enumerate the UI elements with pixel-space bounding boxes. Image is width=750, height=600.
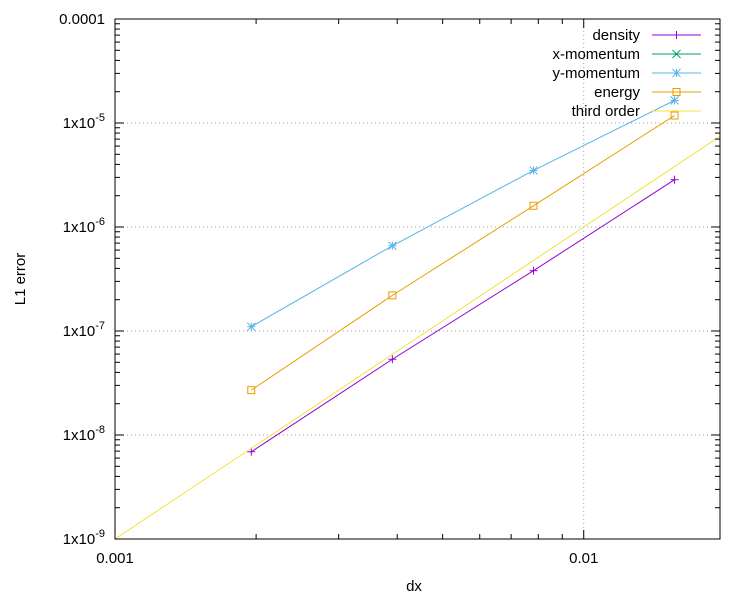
legend-item-y-momentum: y-momentum [552, 65, 701, 82]
data-point-y-momentum [246, 322, 256, 332]
y-tick-label: 1x10-9 [63, 528, 105, 548]
legend: density x-momentum y-momentum energy third o… [552, 27, 701, 120]
legend-label: y-momentum [552, 65, 640, 82]
series-line-y-momentum [251, 99, 675, 328]
legend-marker [672, 31, 681, 39]
x-tick-labels: 0.001 0.01 [96, 550, 598, 567]
data-point-energy [529, 201, 538, 210]
series-density [247, 175, 679, 456]
series-layer [114, 96, 721, 540]
y-tick-label: 1x10-5 [63, 112, 105, 132]
y-tick-label: 0.0001 [59, 11, 105, 28]
y-tick-label: 1x10-8 [63, 424, 105, 444]
grid-lines [115, 19, 720, 539]
data-point-density [247, 447, 256, 456]
plot-frame [114, 18, 721, 540]
legend-marker [672, 88, 681, 96]
y-tick-label: 1x10-6 [63, 216, 105, 236]
series-line-third-order [114, 135, 721, 540]
series-line-energy [250, 115, 675, 391]
x-tick-label: 0.01 [569, 550, 598, 567]
x-tick-label: 0.001 [96, 550, 134, 567]
y-axis-label: L1 error [12, 253, 29, 306]
data-point-y-momentum [529, 166, 538, 175]
series-energy [247, 111, 679, 395]
series-y-momentum [246, 96, 679, 332]
data-point-y-momentum [670, 96, 679, 105]
legend-item-x-momentum: x-momentum [552, 46, 701, 63]
axis-ticks [114, 18, 720, 540]
x-axis-label: dx [406, 578, 422, 595]
legend-label: density [592, 27, 640, 44]
y-tick-labels: 1x10-9 1x10-8 1x10-7 1x10-6 1x10-5 0.0001 [59, 11, 105, 548]
data-point-energy [388, 291, 397, 300]
legend-item-density: density [592, 27, 701, 44]
data-point-energy [247, 386, 256, 395]
legend-marker [672, 68, 681, 78]
series-line-density [250, 179, 675, 453]
data-point-density [529, 266, 538, 275]
legend-label: x-momentum [552, 46, 640, 63]
data-point-density [388, 355, 397, 364]
legend-label: third order [572, 103, 640, 120]
data-point-density [670, 175, 679, 184]
y-tick-label: 1x10-7 [63, 320, 105, 340]
legend-item-third-order: third order [572, 103, 701, 120]
legend-label: energy [594, 84, 640, 101]
series-third-order [114, 135, 721, 540]
data-point-energy [670, 111, 679, 120]
legend-item-energy: energy [594, 84, 701, 101]
legend-marker [672, 49, 681, 59]
data-point-y-momentum [388, 241, 397, 251]
